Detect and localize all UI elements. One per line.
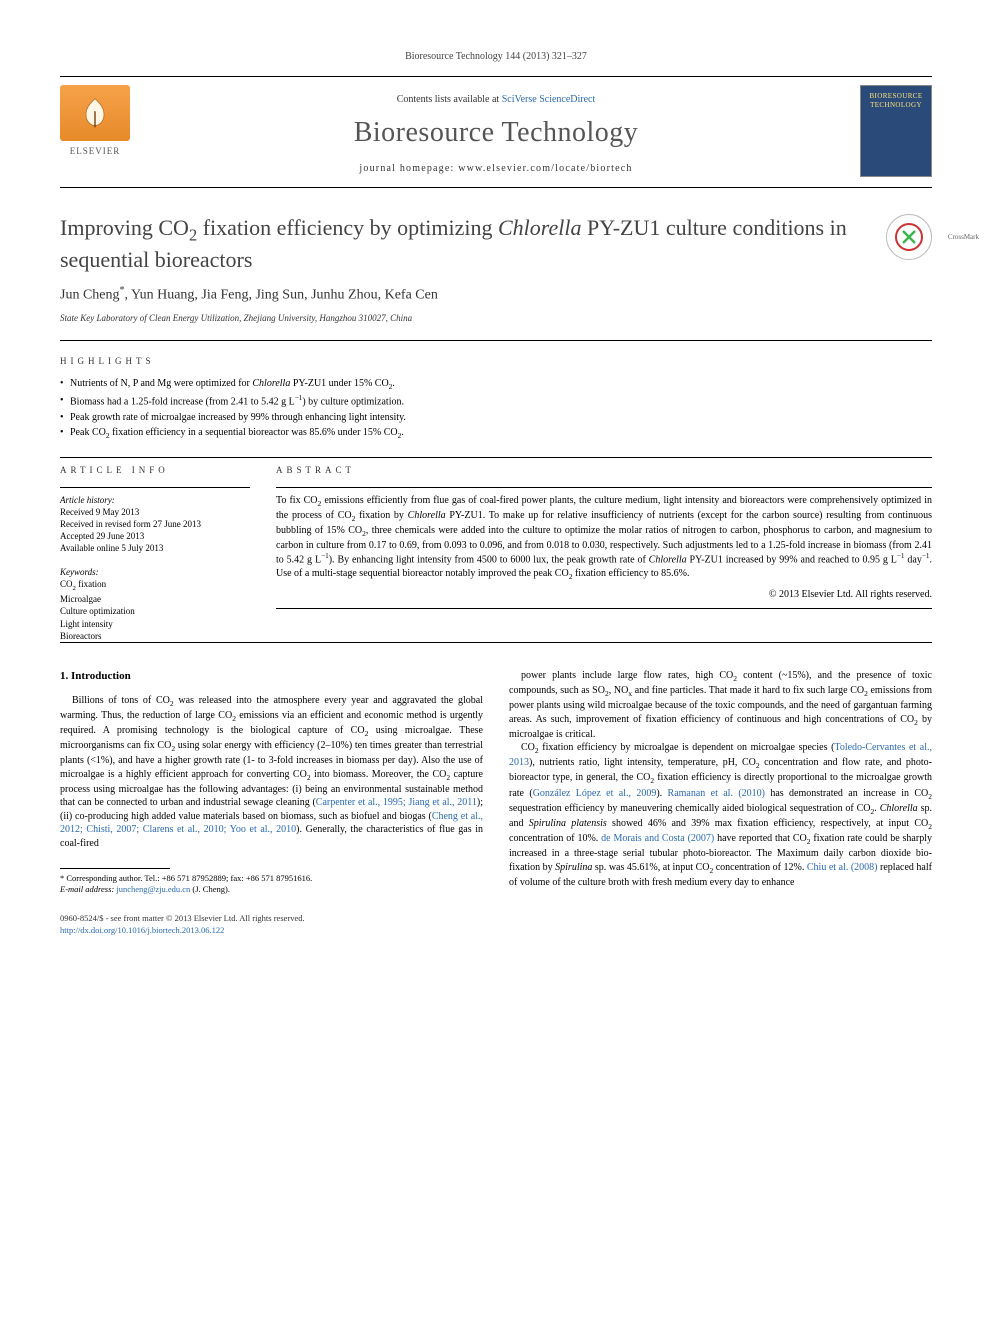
journal-name: Bioresource Technology: [60, 114, 932, 152]
abstract-column: ABSTRACT To fix CO2 emissions efficientl…: [276, 464, 932, 641]
rule-top: [60, 76, 932, 77]
footnote-rule: [60, 868, 170, 869]
highlight-item: Peak growth rate of microalgae increased…: [60, 411, 932, 425]
sciencedirect-link[interactable]: SciVerse ScienceDirect: [502, 94, 596, 105]
running-head: Bioresource Technology 144 (2013) 321–32…: [60, 50, 932, 64]
body-paragraph: CO2 fixation efficiency by microalgae is…: [509, 741, 932, 889]
page-footer: 0960-8524/$ - see front matter © 2013 El…: [60, 913, 932, 936]
rule-abstract-inner: [276, 487, 932, 488]
highlight-item: Peak CO2 fixation efficiency in a sequen…: [60, 426, 932, 441]
email-label: E-mail address:: [60, 884, 114, 894]
body-column-right: power plants include large flow rates, h…: [509, 669, 932, 896]
journal-cover-thumb: BIORESOURCE TECHNOLOGY: [860, 85, 932, 177]
article-info-column: ARTICLE INFO Article history: Received 9…: [60, 464, 250, 641]
footnote-line-email: E-mail address: juncheng@zju.edu.cn (J. …: [60, 884, 483, 895]
rule-info-inner: [60, 487, 250, 488]
abstract-label: ABSTRACT: [276, 464, 932, 476]
crossmark-badge[interactable]: [886, 214, 932, 260]
contents-lists-line: Contents lists available at SciVerse Sci…: [60, 93, 932, 107]
body-paragraph: power plants include large flow rates, h…: [509, 669, 932, 741]
email-person: (J. Cheng).: [192, 884, 230, 894]
corresponding-author-footnote: * Corresponding author. Tel.: +86 571 87…: [60, 873, 483, 895]
article-history: Article history: Received 9 May 2013 Rec…: [60, 494, 250, 555]
tree-icon: [77, 95, 113, 131]
journal-meta-bar: ELSEVIER BIORESOURCE TECHNOLOGY Contents…: [60, 79, 932, 186]
cover-title-text: BIORESOURCE TECHNOLOGY: [861, 86, 931, 111]
highlights-label: HIGHLIGHTS: [60, 355, 932, 367]
elsevier-logo: ELSEVIER: [60, 85, 130, 163]
section-heading-introduction: 1. Introduction: [60, 669, 483, 684]
affiliation: State Key Laboratory of Clean Energy Uti…: [60, 312, 932, 324]
corresponding-email-link[interactable]: juncheng@zju.edu.cn: [116, 884, 190, 894]
rule-above-highlights: [60, 340, 932, 341]
rule-below-abstract: [276, 608, 932, 609]
keywords-label: Keywords:: [60, 566, 250, 578]
history-revised: Received in revised form 27 June 2013: [60, 518, 250, 530]
keyword: CO2 fixation: [60, 578, 250, 593]
journal-homepage: journal homepage: www.elsevier.com/locat…: [60, 162, 932, 176]
footer-front-matter: 0960-8524/$ - see front matter © 2013 El…: [60, 913, 932, 924]
body-paragraph: Billions of tons of CO2 was released int…: [60, 694, 483, 851]
abstract-copyright: © 2013 Elsevier Ltd. All rights reserved…: [276, 588, 932, 602]
highlight-item: Nutrients of N, P and Mg were optimized …: [60, 377, 932, 392]
crossmark-icon: [894, 222, 924, 252]
keyword: Culture optimization: [60, 605, 250, 617]
history-received: Received 9 May 2013: [60, 506, 250, 518]
article-title: Improving CO2 fixation efficiency by opt…: [60, 214, 876, 274]
abstract-text: To fix CO2 emissions efficiently from fl…: [276, 494, 932, 583]
article-info-label: ARTICLE INFO: [60, 464, 250, 476]
rule-below-info: [60, 642, 932, 643]
elsevier-tree-icon: [60, 85, 130, 141]
keyword: Bioreactors: [60, 630, 250, 642]
history-accepted: Accepted 29 June 2013: [60, 530, 250, 542]
body-column-left: 1. Introduction Billions of tons of CO2 …: [60, 669, 483, 896]
elsevier-wordmark: ELSEVIER: [60, 145, 130, 157]
highlights-list: Nutrients of N, P and Mg were optimized …: [60, 377, 932, 442]
contents-prefix: Contents lists available at: [397, 94, 502, 105]
body-columns: 1. Introduction Billions of tons of CO2 …: [60, 669, 932, 896]
history-label: Article history:: [60, 494, 250, 506]
highlight-item: Biomass had a 1.25-fold increase (from 2…: [60, 394, 932, 409]
history-online: Available online 5 July 2013: [60, 542, 250, 554]
keywords-block: Keywords: CO2 fixation Microalgae Cultur…: [60, 566, 250, 642]
rule-above-info: [60, 457, 932, 458]
keyword: Light intensity: [60, 618, 250, 630]
footnote-line-tel: * Corresponding author. Tel.: +86 571 87…: [60, 873, 483, 884]
keyword: Microalgae: [60, 593, 250, 605]
doi-link[interactable]: http://dx.doi.org/10.1016/j.biortech.201…: [60, 925, 224, 935]
rule-below-meta: [60, 187, 932, 188]
authors: Jun Cheng*, Yun Huang, Jia Feng, Jing Su…: [60, 284, 932, 306]
